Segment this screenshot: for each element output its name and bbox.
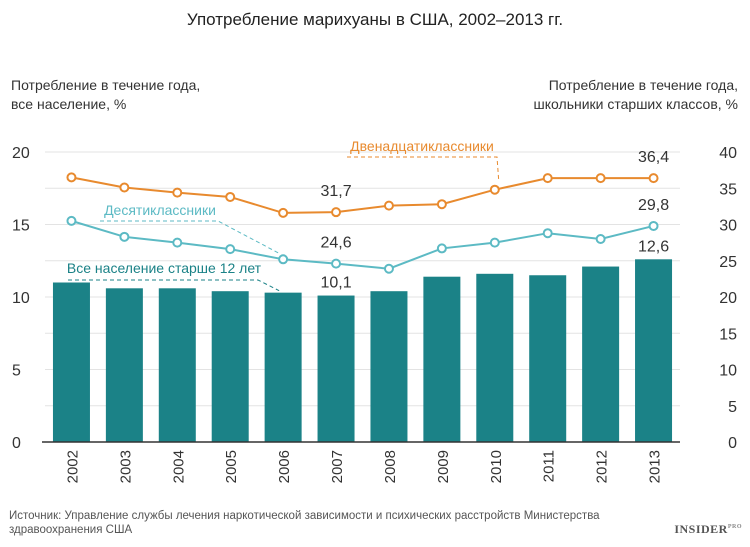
- line-grade12-point: [119, 182, 130, 193]
- line-grade10-point: [489, 237, 500, 248]
- right-axis-tick-label: 10: [719, 363, 737, 380]
- data-label: 31,7: [320, 183, 351, 200]
- line-grade12-point: [383, 200, 394, 211]
- line-grade12-point: [595, 173, 606, 184]
- left-axis-title-line2: все население, %: [11, 96, 127, 112]
- line-grade12-point: [542, 173, 553, 184]
- line-grade10-point: [542, 228, 553, 239]
- line-grade12-point: [648, 173, 659, 184]
- source-note: Источник: Управление службы лечения нарк…: [9, 509, 629, 537]
- right-axis-tick-label: 5: [728, 399, 737, 416]
- line-grade10-point: [66, 215, 77, 226]
- bar-all-population: [635, 259, 673, 442]
- left-axis-tick-label: 20: [12, 145, 30, 162]
- bar-all-population: [370, 291, 408, 442]
- data-label: 10,1: [320, 275, 351, 292]
- source-line1: Источник: Управление службы лечения нарк…: [9, 510, 600, 522]
- right-axis-tick-label: 20: [719, 290, 737, 307]
- right-axis-tick-label: 30: [719, 218, 737, 235]
- bar-all-population: [317, 295, 355, 442]
- right-axis-title: Потребление в течение года, школьники ст…: [534, 76, 738, 114]
- x-axis-tick-label: 2003: [117, 450, 134, 483]
- x-axis-tick-label: 2010: [488, 450, 505, 483]
- bar-all-population: [211, 291, 249, 442]
- line-grade12-point: [331, 207, 342, 218]
- line-grade12-point: [278, 207, 289, 218]
- data-label: 29,8: [638, 197, 669, 214]
- source-line2: здравоохранения США: [9, 524, 133, 536]
- x-axis-tick-label: 2006: [276, 450, 293, 483]
- left-axis-tick-label: 5: [12, 363, 21, 380]
- data-label: 12,6: [638, 238, 669, 255]
- left-axis-tick-label: 10: [12, 290, 30, 307]
- data-label: 36,4: [638, 149, 669, 166]
- x-axis-tick-label: 2007: [329, 450, 346, 483]
- right-axis-tick-label: 15: [719, 326, 737, 343]
- x-axis-tick-label: 2008: [382, 450, 399, 483]
- line-grade10-point: [278, 254, 289, 265]
- bar-all-population: [582, 266, 620, 442]
- bar-all-population: [476, 273, 514, 442]
- data-label: 24,6: [320, 235, 351, 252]
- line-grade10-point: [119, 231, 130, 242]
- brand-name: INSIDER: [674, 522, 728, 536]
- line-grade10-point: [436, 243, 447, 254]
- bar-all-population: [52, 282, 90, 442]
- line-grade10-point: [225, 244, 236, 255]
- legend-label-grade12: Двенадцатиклассники: [350, 138, 494, 154]
- line-grade12: [71, 176, 654, 214]
- x-axis-tick-label: 2013: [647, 450, 664, 483]
- brand-suffix: PRO: [727, 524, 742, 530]
- line-grade12-point: [225, 191, 236, 202]
- x-axis-tick-label: 2009: [435, 450, 452, 483]
- bar-all-population: [423, 276, 461, 442]
- right-axis-title-line1: Потребление в течение года,: [548, 77, 738, 93]
- line-grade10-point: [648, 220, 659, 231]
- leader-line-all-population: [68, 279, 280, 292]
- left-axis-tick-label: 15: [12, 218, 30, 235]
- left-axis-tick-label: 0: [12, 435, 21, 452]
- chart-title: Употребление марихуаны в США, 2002–2013 …: [186, 10, 564, 29]
- x-axis-tick-label: 2004: [170, 450, 187, 483]
- line-grade12-point: [66, 172, 77, 183]
- x-axis-tick-label: 2011: [541, 450, 558, 482]
- right-axis-tick-label: 0: [728, 435, 737, 452]
- right-axis-tick-label: 25: [719, 254, 737, 271]
- line-grade12-point: [436, 199, 447, 210]
- x-axis-tick-label: 2012: [594, 450, 611, 483]
- left-axis-title: Потребление в течение года, все населени…: [11, 76, 200, 114]
- leader-line-grade10: [100, 220, 280, 254]
- line-grade10: [71, 219, 654, 270]
- brand-logo: INSIDERPRO: [674, 522, 742, 537]
- line-grade10-point: [172, 237, 183, 248]
- x-axis-tick-label: 2002: [64, 450, 81, 483]
- bar-all-population: [529, 275, 567, 442]
- left-axis-title-line1: Потребление в течение года,: [11, 77, 201, 93]
- line-grade12-point: [172, 187, 183, 198]
- right-axis-tick-label: 35: [719, 181, 737, 198]
- legend-label-all-population: Все население старше 12 лет: [67, 260, 262, 276]
- legend-label-grade10: Десятиклассники: [104, 202, 216, 218]
- line-grade10-point: [331, 258, 342, 269]
- right-axis-tick-label: 40: [719, 145, 737, 162]
- right-axis-title-line2: школьники старших классов, %: [533, 96, 738, 112]
- line-grade10-point: [383, 263, 394, 274]
- x-axis-tick-label: 2005: [223, 450, 240, 483]
- leader-line-grade12: [347, 156, 500, 182]
- bar-all-population: [105, 288, 143, 442]
- bar-all-population: [158, 288, 196, 442]
- line-grade10-point: [595, 234, 606, 244]
- line-grade12-point: [489, 184, 500, 195]
- bar-all-population: [264, 292, 302, 442]
